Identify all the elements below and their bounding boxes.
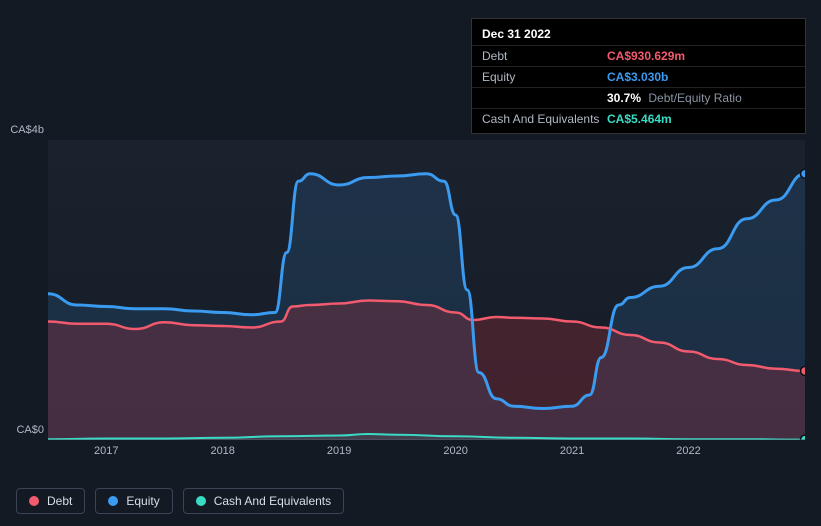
legend-label-equity: Equity <box>126 494 159 508</box>
xaxis-tick: 2021 <box>560 445 584 457</box>
tooltip-row-cash: Cash And Equivalents CA$5.464m <box>472 108 805 129</box>
xaxis-tick: 2017 <box>94 445 118 457</box>
legend-item-debt[interactable]: Debt <box>16 488 85 514</box>
yaxis-tick-max: CA$4b <box>4 124 44 136</box>
legend: Debt Equity Cash And Equivalents <box>16 488 344 514</box>
tooltip-value-equity: CA$3.030b <box>607 70 668 84</box>
chart-plot-area[interactable] <box>48 140 805 440</box>
xaxis-tick: 2019 <box>327 445 351 457</box>
tooltip-label-debt: Debt <box>482 49 607 63</box>
tooltip-label-ratio <box>482 91 607 105</box>
tooltip-label-equity: Equity <box>482 70 607 84</box>
chart-svg <box>48 140 805 440</box>
tooltip-value-cash: CA$5.464m <box>607 112 672 126</box>
tooltip-value-debt: CA$930.629m <box>607 49 685 63</box>
xaxis-tick: 2022 <box>676 445 700 457</box>
yaxis-tick-min: CA$0 <box>4 424 44 436</box>
tooltip-row-ratio: 30.7% Debt/Equity Ratio <box>472 87 805 108</box>
debt-end-marker <box>801 367 806 376</box>
tooltip-ratio-pct: 30.7% <box>607 91 641 105</box>
xaxis: 2017 2018 2019 2020 2021 2022 <box>48 445 805 465</box>
equity-end-marker <box>801 169 806 178</box>
legend-item-cash[interactable]: Cash And Equivalents <box>183 488 344 514</box>
hover-tooltip: Dec 31 2022 Debt CA$930.629m Equity CA$3… <box>471 18 806 134</box>
legend-swatch-equity <box>108 496 118 506</box>
xaxis-tick: 2018 <box>210 445 234 457</box>
tooltip-row-equity: Equity CA$3.030b <box>472 66 805 87</box>
tooltip-date: Dec 31 2022 <box>472 23 805 45</box>
tooltip-ratio-label: Debt/Equity Ratio <box>648 91 741 105</box>
legend-item-equity[interactable]: Equity <box>95 488 172 514</box>
tooltip-row-debt: Debt CA$930.629m <box>472 45 805 66</box>
legend-label-debt: Debt <box>47 494 72 508</box>
legend-label-cash: Cash And Equivalents <box>214 494 331 508</box>
xaxis-tick: 2020 <box>443 445 467 457</box>
legend-swatch-debt <box>29 496 39 506</box>
tooltip-label-cash: Cash And Equivalents <box>482 112 607 126</box>
legend-swatch-cash <box>196 496 206 506</box>
